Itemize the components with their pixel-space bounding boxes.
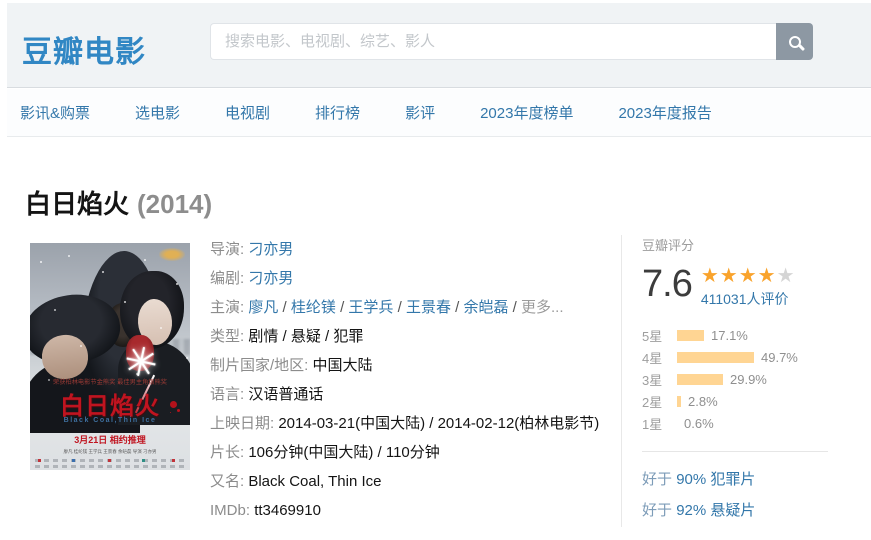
divider xyxy=(642,451,828,452)
cast-link[interactable]: 余皑磊 xyxy=(463,299,509,316)
nav-item-tv[interactable]: 电视剧 xyxy=(225,105,271,122)
rating-bar xyxy=(677,395,681,407)
cast-link[interactable]: 王学兵 xyxy=(348,299,394,316)
movie-page: 白日焰火 (2014) ✳ 荣获柏林电影节金熊奖 最佳男主角银熊奖 白日焰火 Bl… xyxy=(0,138,871,540)
poster-award-line: 荣获柏林电影节金熊奖 最佳男主角银熊奖 xyxy=(52,379,168,386)
star-icon: ★ xyxy=(757,265,777,287)
rating-bar-row: 4星 49.7% xyxy=(642,349,798,366)
poster-logo-dots xyxy=(38,459,41,462)
search-input[interactable] xyxy=(210,23,776,60)
writer-link[interactable]: 刁亦男 xyxy=(248,270,294,287)
search-button[interactable] xyxy=(776,23,813,60)
poster-release-line: 3月21日 相约推理 xyxy=(74,435,146,445)
star-rating: ★★★★★ xyxy=(701,266,796,286)
poster-title: 白日焰火 xyxy=(60,393,160,420)
aka-value: Black Coal, Thin Ice xyxy=(248,473,382,490)
rating-bar xyxy=(677,373,723,385)
better-than-crime-link[interactable]: 好于 90% 犯罪片 xyxy=(642,471,756,488)
movie-info: 导演: 刁亦男 编剧: 刁亦男 主演: 廖凡 / 桂纶镁 / 王学兵 / 王景春… xyxy=(210,235,612,525)
runtime-value: 106分钟(中国大陆) / 110分钟 xyxy=(248,444,440,461)
poster-logos-row xyxy=(35,465,185,468)
star-icon: ★ xyxy=(719,265,739,287)
berlinale-award-icon xyxy=(159,248,185,261)
search-bar xyxy=(210,23,813,60)
language-value: 汉语普通话 xyxy=(248,386,324,403)
poster-blood-splatter xyxy=(170,401,177,408)
rating-bar-row: 5星 17.1% xyxy=(642,327,748,344)
info-line-director: 导演: 刁亦男 xyxy=(210,241,294,258)
director-link[interactable]: 刁亦男 xyxy=(248,241,294,258)
imdb-value: tt3469910 xyxy=(254,502,321,519)
nav-item-2023-list[interactable]: 2023年度榜单 xyxy=(480,105,574,122)
nav-item-ranking[interactable]: 排行榜 xyxy=(315,105,361,122)
poster-red-scarf xyxy=(126,335,154,371)
poster-subtitle: Black Coal,Thin Ice xyxy=(63,417,157,424)
info-line-cast: 主演: 廖凡 / 桂纶镁 / 王学兵 / 王景春 / 余皑磊 / 更多... xyxy=(210,299,564,316)
info-line-language: 语言: 汉语普通话 xyxy=(210,386,324,403)
rating-panel: 豆瓣评分 7.6 ★★★★★ 411031人评价 5星 17.1% 4星 49.… xyxy=(621,235,857,527)
cast-link[interactable]: 桂纶镁 xyxy=(290,299,336,316)
better-than-section: 好于 90% 犯罪片 好于 92% 悬疑片 xyxy=(642,464,857,526)
rating-bar-row: 2星 2.8% xyxy=(642,393,718,410)
rating-bar-row: 3星 29.9% xyxy=(642,371,767,388)
info-line-runtime: 片长: 106分钟(中国大陆) / 110分钟 xyxy=(210,444,440,461)
info-line-writer: 编剧: 刁亦男 xyxy=(210,270,294,287)
movie-year: (2014) xyxy=(137,189,213,219)
site-logo[interactable]: 豆瓣电影 xyxy=(22,36,146,69)
better-than-suspense-link[interactable]: 好于 92% 悬疑片 xyxy=(642,502,756,519)
page-title: 白日焰火 (2014) xyxy=(25,184,212,221)
site-header: 豆瓣电影 xyxy=(7,3,871,88)
info-line-release: 上映日期: 2014-03-21(中国大陆) / 2014-02-12(柏林电影… xyxy=(210,415,600,432)
star-icon: ★ xyxy=(700,265,720,287)
nav-item-reviews[interactable]: 影评 xyxy=(405,105,436,122)
poster-credits: 廖凡 桂纶镁 王学兵 王景春 余皑磊 导演 刁亦男 xyxy=(63,449,157,455)
votes-link[interactable]: 411031人评价 xyxy=(700,291,789,307)
cast-link[interactable]: 廖凡 xyxy=(248,299,279,316)
nav-item-2023-report[interactable]: 2023年度报告 xyxy=(618,105,712,122)
rating-bar xyxy=(677,329,704,341)
star-icon: ★ xyxy=(738,265,758,287)
star-icon: ★ xyxy=(776,265,796,287)
movie-poster[interactable]: ✳ 荣获柏林电影节金熊奖 最佳男主角银熊奖 白日焰火 Black Coal,Th… xyxy=(30,243,190,470)
rating-panel-title: 豆瓣评分 xyxy=(642,238,695,253)
info-line-imdb: IMDb: tt3469910 xyxy=(210,502,321,519)
poster-logos-row xyxy=(35,459,185,462)
nav-item-tickets[interactable]: 影讯&购票 xyxy=(20,105,91,122)
info-line-aka: 又名: Black Coal, Thin Ice xyxy=(210,473,382,490)
rating-distribution: 5星 17.1% 4星 49.7% 3星 29.9% 2星 2.8% 1星 xyxy=(642,324,857,434)
cast-link[interactable]: 王景春 xyxy=(405,299,451,316)
search-icon xyxy=(788,35,801,48)
info-line-genre: 类型: 剧情 / 悬疑 / 犯罪 xyxy=(210,328,364,345)
region-value: 中国大陆 xyxy=(312,357,373,374)
cast-more-link[interactable]: 更多... xyxy=(521,299,564,316)
nav-item-movies[interactable]: 选电影 xyxy=(135,105,181,122)
main-nav: 影讯&购票 选电影 电视剧 排行榜 影评 2023年度榜单 2023年度报告 xyxy=(7,89,871,137)
release-value: 2014-03-21(中国大陆) / 2014-02-12(柏林电影节) xyxy=(278,415,600,432)
movie-name: 白日焰火 xyxy=(25,189,130,219)
genre-value: 剧情 / 悬疑 / 犯罪 xyxy=(248,328,364,345)
rating-bar xyxy=(677,351,754,363)
info-line-region: 制片国家/地区: 中国大陆 xyxy=(210,357,373,374)
rating-score: 7.6 xyxy=(642,263,693,305)
rating-bar-row: 1星 0.6% xyxy=(642,415,714,432)
poster-snow xyxy=(40,261,42,263)
